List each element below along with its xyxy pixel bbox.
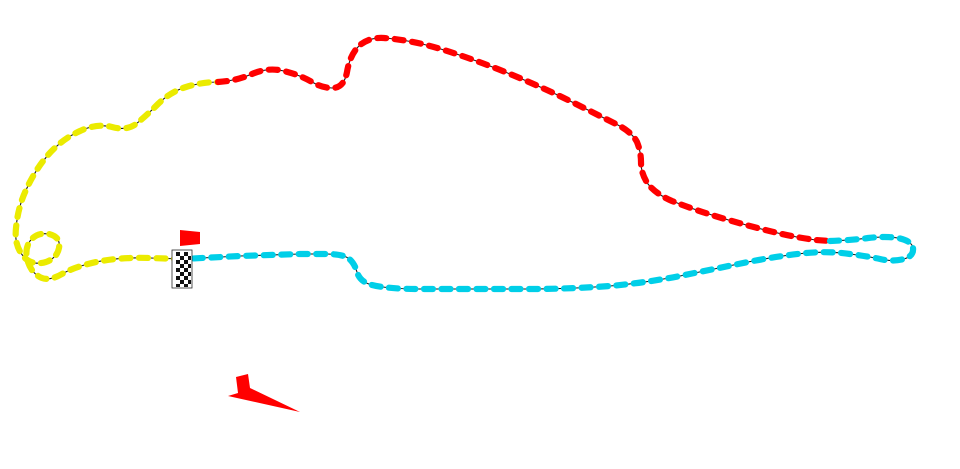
sector-2-line [214,34,834,245]
direction-arrow-icon [228,374,300,412]
red-flag-icon [180,230,200,246]
sector-3-line [179,233,917,293]
track-base-line [15,37,914,290]
sector-1-line [12,78,222,282]
checkered-pattern [176,252,191,287]
pit-apron [34,266,176,286]
start-finish-marker[interactable] [171,230,200,289]
